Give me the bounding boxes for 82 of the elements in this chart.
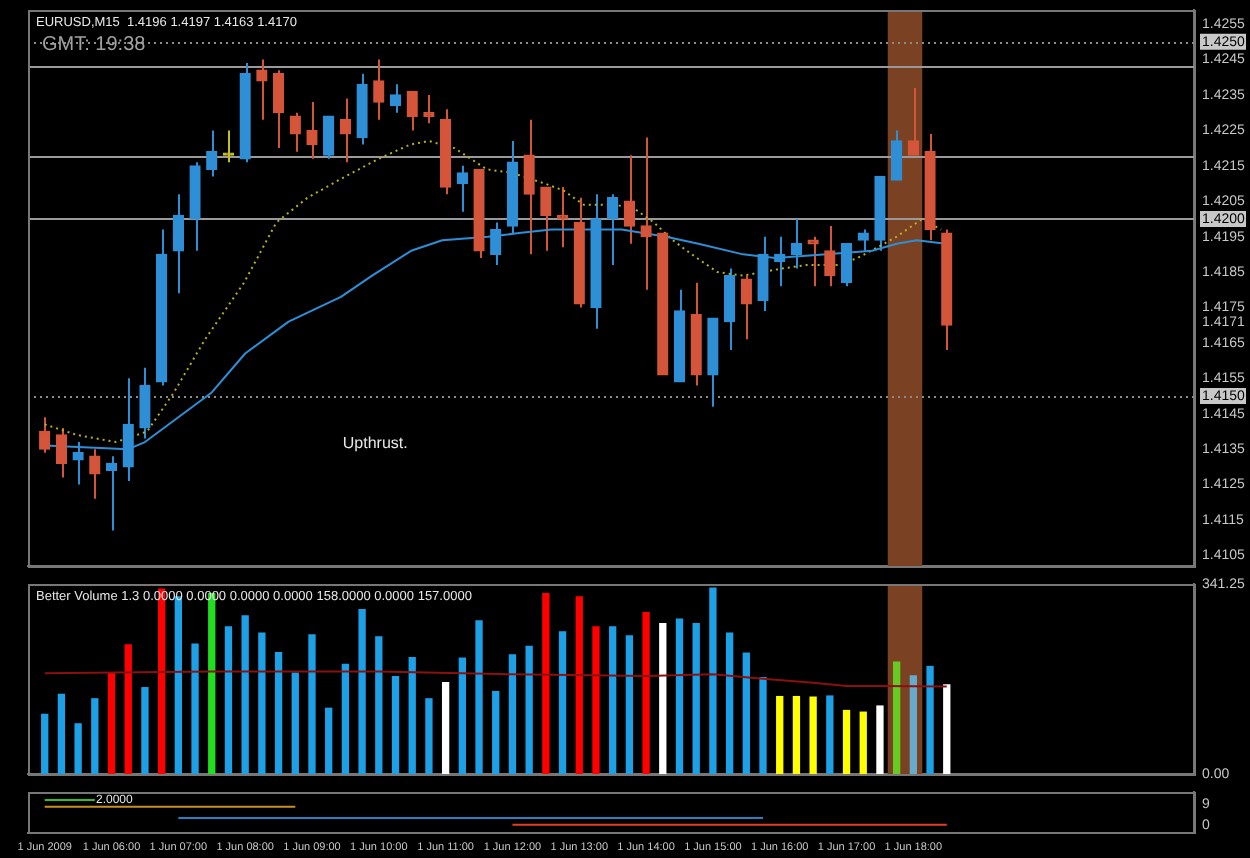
bar — [291, 672, 299, 774]
bar — [692, 623, 700, 774]
bar — [592, 626, 600, 774]
candlestick — [456, 164, 468, 213]
bar — [575, 596, 583, 774]
candlestick — [256, 58, 268, 121]
bar — [926, 665, 934, 774]
annotation: Upthrust. — [342, 434, 408, 453]
candlestick — [540, 186, 552, 252]
candlestick — [623, 154, 636, 245]
bar — [943, 684, 951, 774]
bar — [475, 620, 483, 774]
bar — [609, 626, 617, 774]
bar — [892, 661, 901, 774]
bar — [408, 656, 416, 774]
candlestick — [757, 235, 769, 313]
bar — [391, 675, 400, 774]
bar — [107, 672, 116, 774]
bar — [241, 615, 249, 774]
candlestick — [824, 225, 836, 288]
bar — [558, 631, 567, 774]
bar — [358, 609, 366, 774]
bar — [492, 690, 500, 774]
bar — [508, 654, 517, 774]
bar — [842, 709, 851, 774]
bar — [725, 632, 734, 774]
candlestick — [723, 267, 736, 351]
bar — [542, 592, 550, 774]
candlestick — [272, 69, 285, 150]
candlestick — [907, 86, 920, 157]
bar — [859, 711, 867, 774]
bar — [341, 663, 350, 774]
candlestick — [640, 136, 652, 291]
candlestick — [289, 111, 301, 153]
bar — [274, 651, 283, 774]
candlestick — [373, 58, 385, 121]
text: GMT: 19:38 — [42, 33, 147, 56]
candlestick — [890, 129, 903, 181]
bar — [792, 695, 801, 774]
bar — [809, 696, 817, 774]
candlestick — [339, 97, 352, 164]
bar — [759, 677, 767, 774]
bar — [325, 707, 333, 774]
bar — [675, 618, 684, 774]
bar — [525, 645, 533, 774]
candlestick — [840, 242, 853, 288]
bar — [742, 652, 750, 774]
candlestick — [523, 118, 535, 256]
bar — [57, 693, 66, 774]
candlestick — [740, 274, 752, 341]
bar — [876, 705, 884, 774]
bar — [308, 634, 316, 774]
bar — [141, 687, 149, 774]
bar — [191, 643, 199, 774]
bar — [224, 626, 233, 774]
bar — [642, 611, 650, 774]
bar — [74, 723, 82, 774]
candlestick — [323, 115, 335, 160]
candlestick — [39, 416, 51, 454]
bar — [826, 695, 834, 774]
candlestick — [89, 448, 101, 500]
candlestick — [139, 366, 151, 440]
bar — [258, 632, 266, 774]
candlestick — [206, 129, 218, 178]
bar — [441, 682, 450, 774]
candlestick — [172, 193, 184, 295]
candlestick — [406, 90, 418, 132]
bar — [458, 657, 466, 774]
bar — [909, 675, 918, 774]
bar — [425, 698, 433, 774]
candlestick — [807, 235, 819, 288]
bar — [776, 695, 784, 774]
bar — [124, 644, 132, 774]
candlestick — [306, 101, 318, 160]
candlestick — [55, 426, 68, 479]
bar — [625, 635, 634, 774]
bar — [91, 698, 99, 774]
bar — [375, 636, 383, 774]
bar — [41, 713, 49, 774]
bar — [659, 623, 667, 774]
bar — [709, 587, 717, 774]
candlestick — [389, 83, 402, 114]
